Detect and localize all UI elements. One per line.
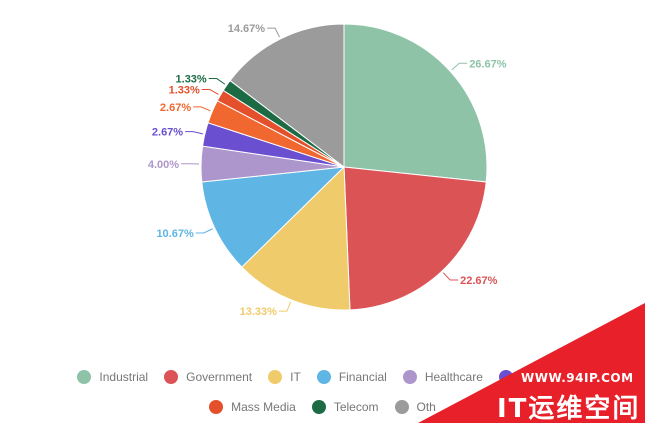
watermark-url: WWW.94IP.COM (521, 371, 634, 385)
legend-item-healthcare[interactable]: Healthcare (403, 366, 483, 388)
legend-label: Telecom (334, 396, 379, 418)
slice-label-mass-media-7: 1.33% (169, 84, 200, 96)
leader-line-1 (443, 273, 458, 280)
leader-line-8 (209, 79, 225, 85)
leader-line-2 (279, 302, 291, 311)
legend-label: Government (186, 366, 252, 388)
legend-label: IT (290, 366, 301, 388)
legend-item-mass-media[interactable]: Mass Media (209, 396, 296, 418)
slice-label-industrial-0: 26.67% (469, 58, 507, 70)
legend-label: Industrial (99, 366, 148, 388)
pie-slice-industrial-0[interactable] (344, 24, 487, 182)
legend-label: Financial (339, 366, 387, 388)
pie-slice-government-1[interactable] (344, 167, 486, 310)
pie-slices (201, 24, 487, 310)
slice-label-it-2: 13.33% (240, 306, 278, 318)
leader-line-5 (185, 132, 203, 134)
legend-item-it[interactable]: IT (268, 366, 301, 388)
leader-line-6 (193, 107, 210, 111)
legend-swatch (209, 400, 223, 414)
leader-line-9 (267, 28, 279, 37)
legend-label: Healthcare (425, 366, 483, 388)
legend-item-oth[interactable]: Oth (395, 396, 436, 418)
legend-swatch (317, 370, 331, 384)
legend-label: Oth (417, 396, 436, 418)
legend-swatch (395, 400, 409, 414)
legend-item-government[interactable]: Government (164, 366, 252, 388)
legend-label: Mass Media (231, 396, 296, 418)
slice-label-telecom-8: 1.33% (176, 74, 207, 86)
legend-swatch (164, 370, 178, 384)
legend-swatch (77, 370, 91, 384)
slice-label-government-1: 22.67% (460, 275, 498, 287)
slice-label-others-9: 14.67% (228, 23, 266, 35)
leader-line-3 (196, 229, 213, 233)
legend-item-financial[interactable]: Financial (317, 366, 387, 388)
leader-line-0 (452, 63, 467, 70)
slice-label-healthcare-4: 4.00% (148, 159, 179, 171)
legend-item-telecom[interactable]: Telecom (312, 396, 379, 418)
legend-swatch (499, 370, 513, 384)
slice-label-other-6: 2.67% (160, 102, 191, 114)
legend-swatch (268, 370, 282, 384)
slice-label-education-5: 2.67% (152, 127, 183, 139)
legend-item-industrial[interactable]: Industrial (77, 366, 148, 388)
legend-swatch (403, 370, 417, 384)
slice-label-financial-3: 10.67% (156, 228, 194, 240)
watermark-name: IT运维空间 (497, 388, 640, 425)
leader-line-7 (202, 89, 219, 94)
legend-swatch (312, 400, 326, 414)
